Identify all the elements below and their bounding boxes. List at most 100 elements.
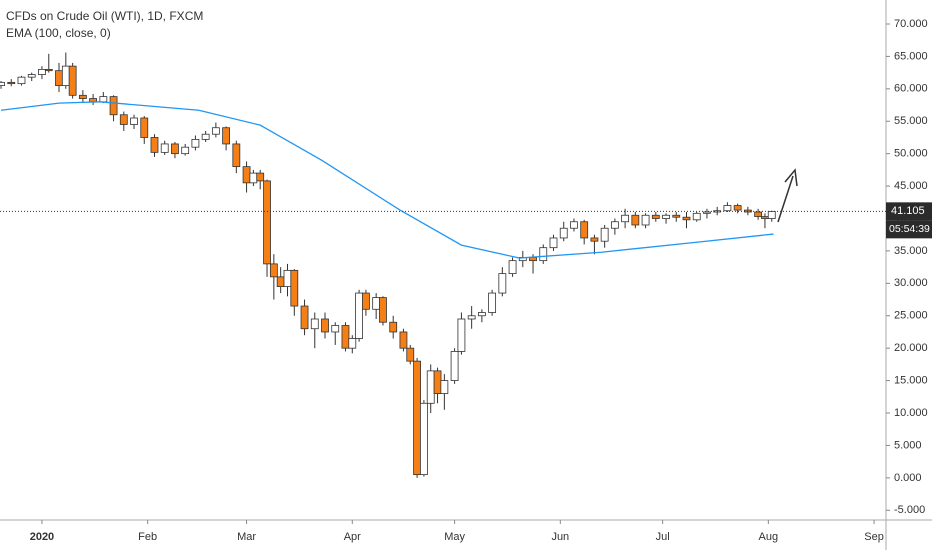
x-tick-label: Feb (138, 531, 157, 543)
y-tick-label: 65.000 (894, 50, 928, 62)
candle-body (651, 214, 660, 219)
x-tick-label: Jun (551, 531, 569, 543)
chart-title: CFDs on Crude Oil (WTI), 1D, FXCM (6, 9, 203, 23)
candle-body (0, 81, 5, 86)
candle-body (488, 292, 497, 313)
candle-body (631, 214, 640, 226)
candle-body (433, 370, 442, 394)
candle-body (406, 347, 415, 362)
candle-body (692, 212, 701, 221)
candle-body (440, 380, 449, 394)
indicator-label: EMA (100, close, 0) (6, 26, 111, 40)
candle-body (662, 214, 670, 219)
candle-body (44, 68, 53, 72)
x-tick-label: Mar (237, 531, 256, 543)
candle-body (767, 210, 776, 219)
candle-body (61, 65, 70, 86)
candle-body (733, 205, 742, 211)
candle-body (559, 227, 568, 239)
x-tick-label: Sep (864, 531, 884, 543)
candle-body (269, 263, 278, 278)
candle-body (68, 65, 77, 96)
candle-body (580, 221, 589, 239)
candle-body (413, 360, 421, 476)
candle-body (549, 237, 558, 249)
candle-body (171, 143, 179, 155)
x-tick-label: Apr (344, 531, 361, 543)
y-tick-label: 50.000 (894, 148, 928, 160)
candle-body (399, 331, 408, 349)
countdown-box (886, 220, 932, 239)
candle-body (477, 312, 486, 317)
candle-body (290, 269, 299, 307)
candle-body (201, 133, 210, 140)
candle-body (498, 273, 507, 294)
y-tick-label: -5.000 (894, 504, 925, 516)
x-tick-label: Jul (656, 531, 670, 543)
ema-line (0, 101, 774, 259)
candle-body (600, 227, 609, 242)
candle-body (78, 94, 87, 99)
candle-body (242, 166, 251, 184)
candle-body (372, 297, 381, 310)
candle-body (276, 276, 285, 287)
candle-body (191, 139, 200, 148)
candle-body (7, 81, 16, 85)
candle-body (672, 214, 681, 218)
candle-body (27, 74, 36, 78)
candle-body (426, 370, 435, 404)
candle-body (38, 68, 46, 75)
plot (0, 52, 886, 478)
arrow (777, 175, 794, 223)
countdown-label: 05:54:39 (889, 223, 930, 235)
last-price-box (886, 202, 932, 221)
candle-body (682, 216, 691, 221)
y-tick-label: 30.000 (894, 277, 928, 289)
candle-body (256, 172, 265, 182)
y-tick-label: 0.000 (894, 472, 922, 484)
y-tick-label: 20.000 (894, 342, 928, 354)
candle-body (181, 146, 190, 155)
candle-body (539, 247, 548, 262)
candle-body (331, 325, 340, 333)
candle-body (761, 216, 769, 219)
y-tick-label: 25.000 (894, 310, 928, 322)
candle-body (621, 214, 630, 223)
y-tick-label: 70.000 (894, 18, 928, 30)
candle-body (222, 127, 231, 145)
candle-body (467, 315, 476, 320)
candle-body (389, 321, 398, 333)
candle-body (450, 351, 459, 381)
candle-body (109, 96, 118, 116)
candle-body (348, 338, 357, 349)
candle-body (160, 143, 169, 153)
x-tick-label: Aug (759, 531, 779, 543)
candle-body (362, 292, 370, 310)
candle-body (341, 325, 350, 349)
y-tick-label: 55.000 (894, 115, 928, 127)
candle-body (232, 143, 241, 168)
x-tick-label: 2020 (30, 531, 54, 543)
candle-body (508, 260, 517, 275)
y-tick-label: 5.000 (894, 439, 922, 451)
candle-body (754, 211, 763, 217)
y-tick-label: 60.000 (894, 83, 928, 95)
candle-body (420, 402, 428, 476)
y-tick-label: 15.000 (894, 375, 928, 387)
candle-body (703, 211, 711, 214)
candle-body (150, 137, 159, 153)
candle-body (355, 292, 364, 339)
candle-body (457, 318, 466, 352)
candle-body (379, 297, 387, 323)
candle-body (211, 127, 220, 135)
candle-body (140, 117, 149, 138)
candle-body (321, 318, 329, 333)
candle-body (723, 205, 732, 212)
candle-body (300, 305, 309, 330)
candle-body (55, 70, 63, 86)
arrow-head (784, 168, 798, 187)
candle-body (641, 214, 650, 226)
